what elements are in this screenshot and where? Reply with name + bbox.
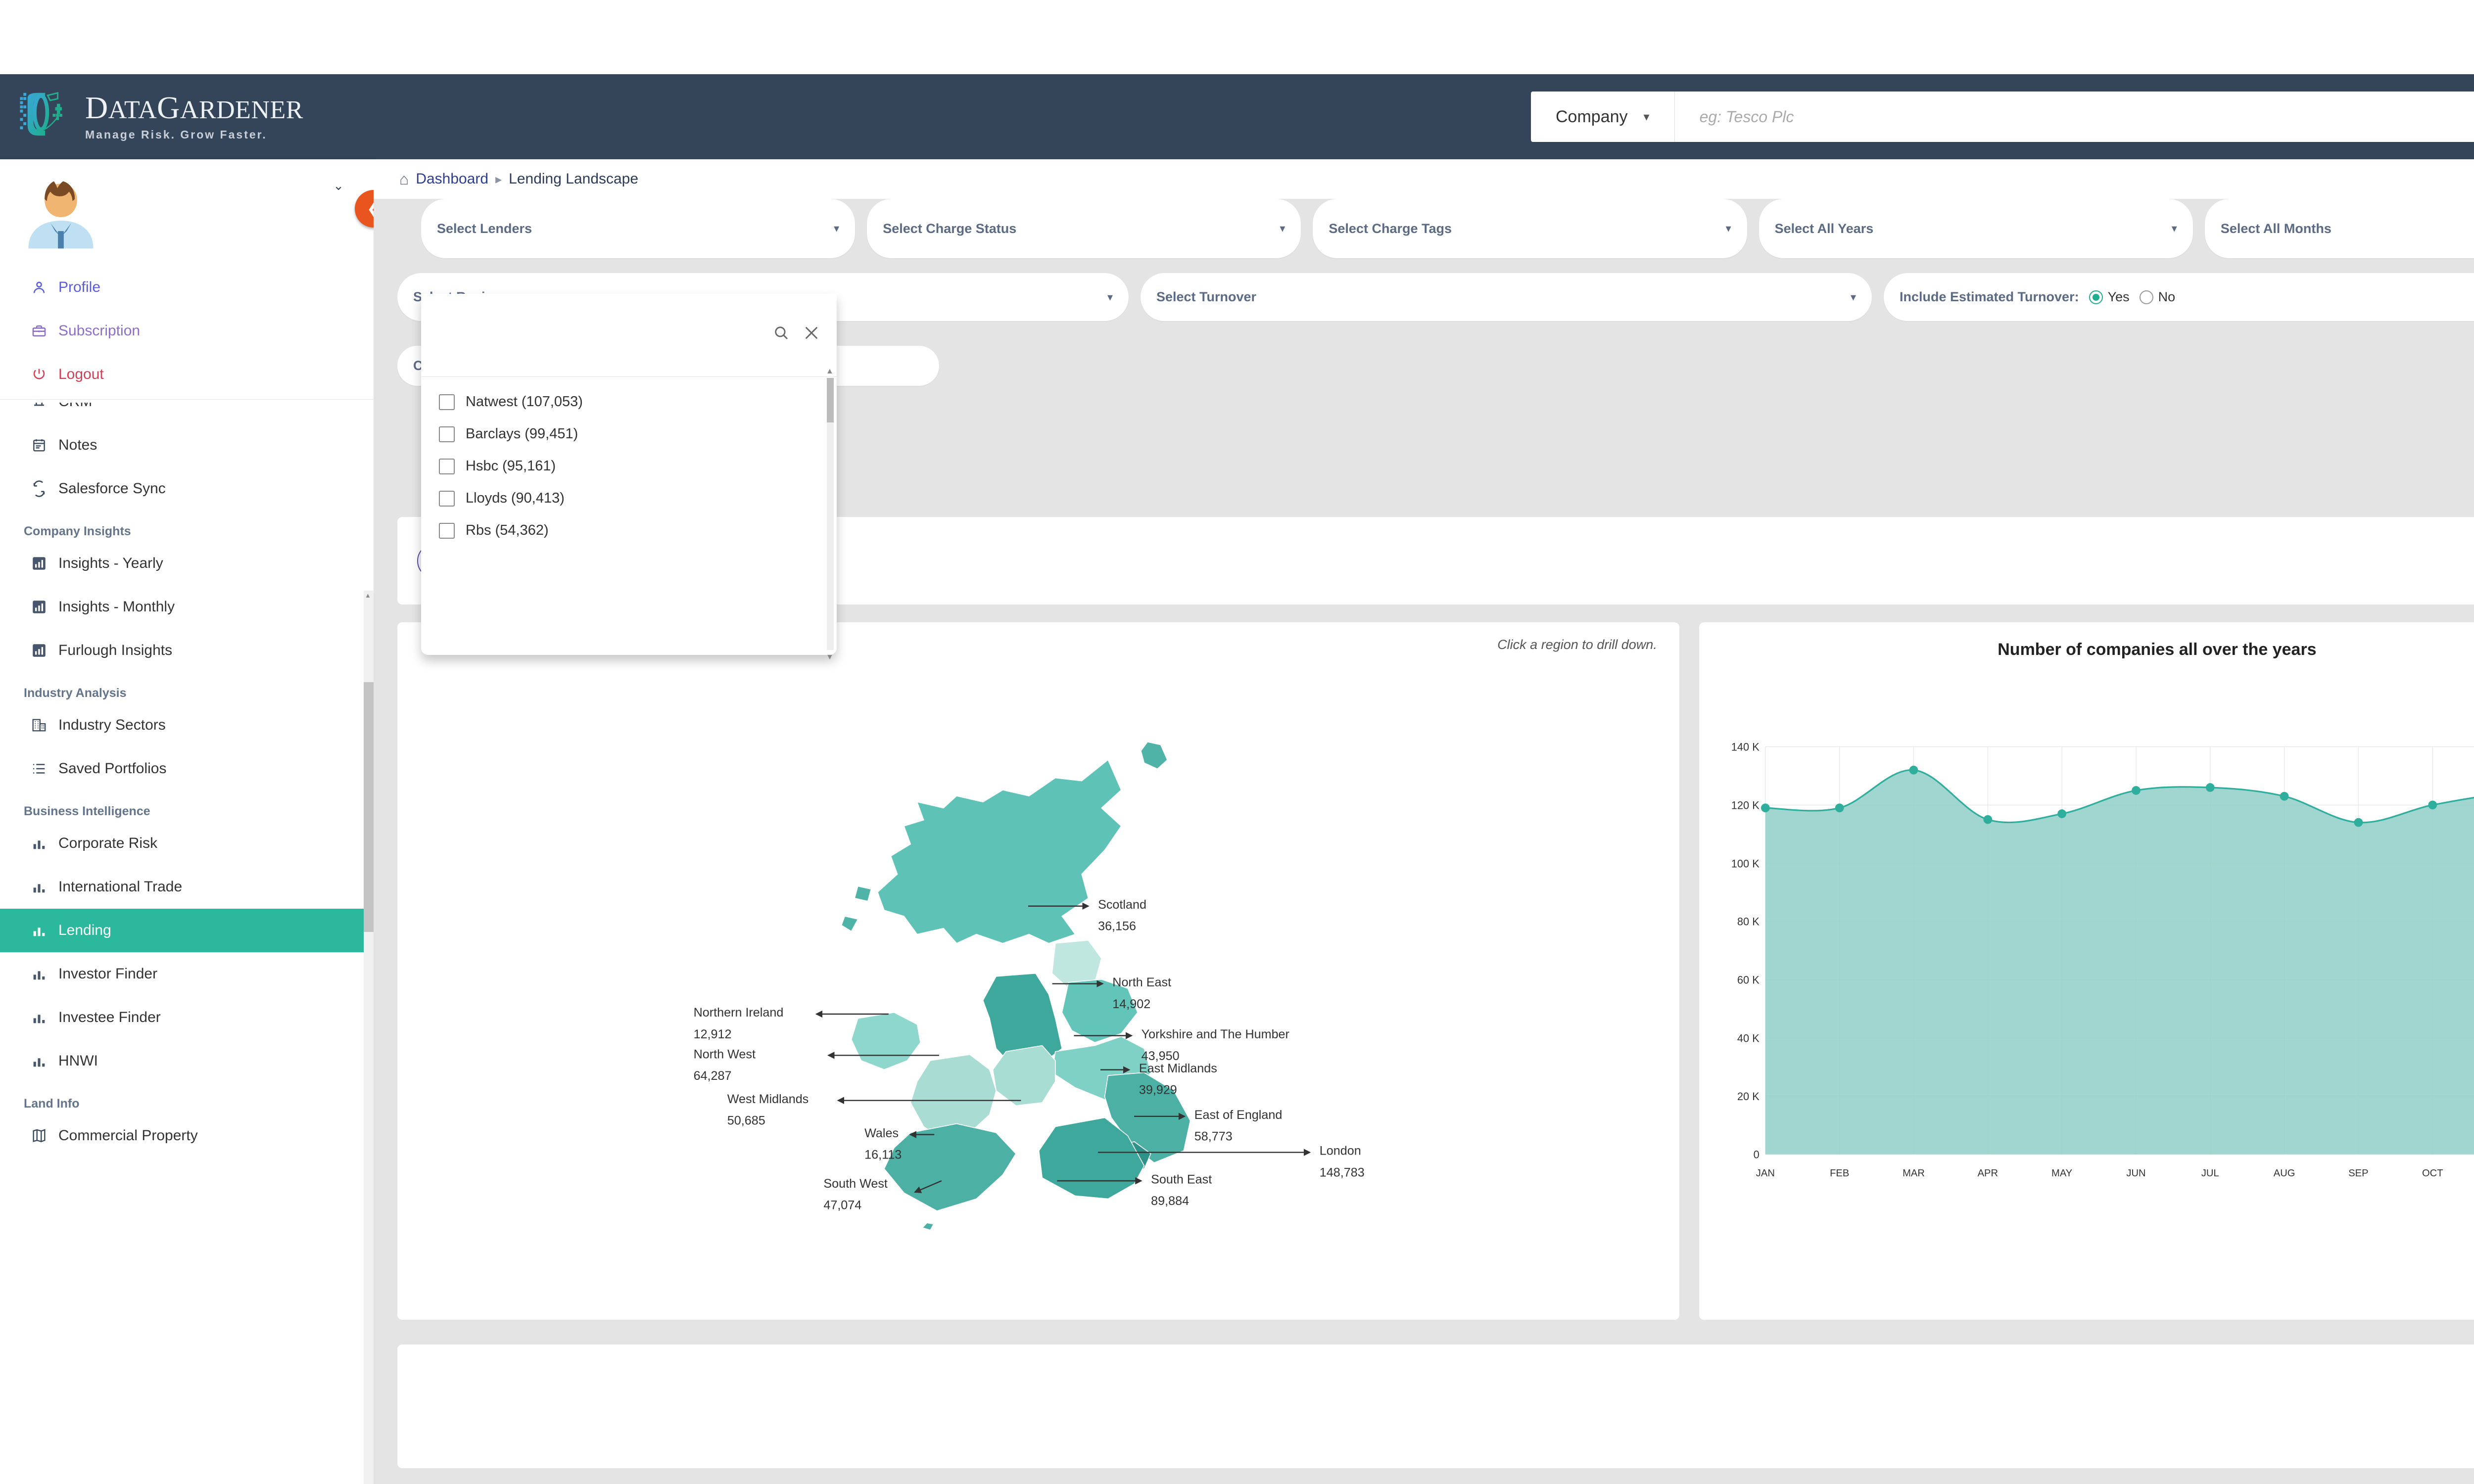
svg-text:North East: North East	[1112, 975, 1171, 989]
svg-text:MAY: MAY	[2051, 1168, 2073, 1179]
svg-text:0: 0	[1753, 1149, 1759, 1161]
svg-text:39,929: 39,929	[1139, 1083, 1177, 1097]
svg-text:MAR: MAR	[1903, 1168, 1925, 1179]
svg-text:North West: North West	[694, 1047, 756, 1061]
svg-text:London: London	[1320, 1144, 1361, 1158]
svg-text:140 K: 140 K	[1731, 741, 1760, 753]
svg-text:12,912: 12,912	[694, 1027, 732, 1041]
svg-text:58,773: 58,773	[1194, 1130, 1233, 1144]
svg-text:JUN: JUN	[2126, 1168, 2145, 1179]
svg-text:East Midlands: East Midlands	[1139, 1062, 1217, 1075]
svg-text:100 K: 100 K	[1731, 858, 1760, 870]
svg-text:JUL: JUL	[2201, 1168, 2219, 1179]
svg-text:47,074: 47,074	[823, 1199, 861, 1212]
svg-text:FEB: FEB	[1830, 1168, 1849, 1179]
svg-text:120 K: 120 K	[1731, 799, 1760, 812]
svg-text:East of England: East of England	[1194, 1108, 1283, 1122]
svg-text:JAN: JAN	[1756, 1168, 1775, 1179]
svg-text:89,884: 89,884	[1151, 1194, 1189, 1208]
svg-text:SEP: SEP	[2348, 1168, 2368, 1179]
svg-text:64,287: 64,287	[694, 1069, 732, 1083]
svg-text:80 K: 80 K	[1737, 916, 1760, 928]
svg-text:AUG: AUG	[2274, 1168, 2295, 1179]
svg-text:60 K: 60 K	[1737, 974, 1760, 986]
svg-text:43,950: 43,950	[1142, 1049, 1180, 1063]
svg-text:Scotland: Scotland	[1098, 898, 1146, 912]
svg-text:20 K: 20 K	[1737, 1090, 1760, 1103]
svg-text:36,156: 36,156	[1098, 920, 1136, 933]
svg-text:Yorkshire and The Humber: Yorkshire and The Humber	[1142, 1027, 1289, 1041]
svg-text:50,685: 50,685	[727, 1114, 765, 1128]
svg-text:West Midlands: West Midlands	[727, 1092, 809, 1106]
svg-text:Northern Ireland: Northern Ireland	[694, 1006, 784, 1020]
svg-text:Wales: Wales	[864, 1126, 899, 1140]
svg-text:40 K: 40 K	[1737, 1032, 1760, 1045]
svg-text:South East: South East	[1151, 1173, 1212, 1187]
svg-text:16,113: 16,113	[864, 1148, 902, 1161]
svg-text:148,783: 148,783	[1320, 1166, 1365, 1180]
svg-text:APR: APR	[1977, 1168, 1998, 1179]
svg-text:OCT: OCT	[2422, 1168, 2443, 1179]
svg-text:14,902: 14,902	[1112, 997, 1150, 1011]
svg-text:South West: South West	[823, 1177, 888, 1191]
